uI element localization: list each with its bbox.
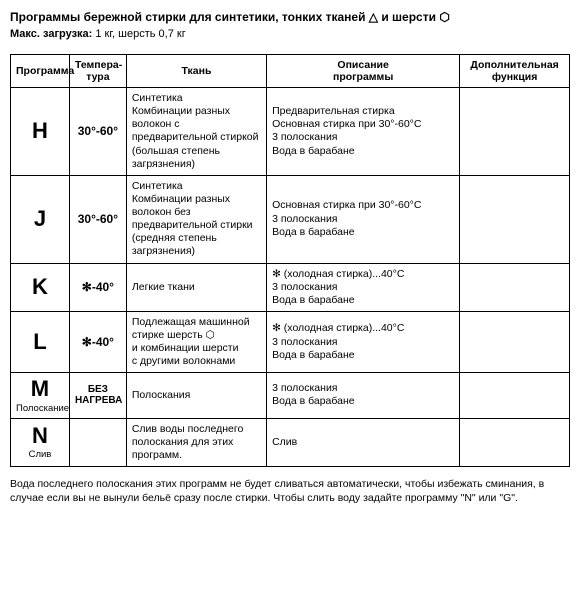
- program-code: N: [32, 423, 48, 448]
- temp-cell: 30°-60°: [69, 175, 126, 263]
- col-program: Программа: [11, 55, 70, 88]
- desc-cell: Слив: [267, 418, 460, 466]
- table-row: J 30°-60°СинтетикаКомбинации разныхволоко…: [11, 175, 570, 263]
- col-extra: Дополнительнаяфункция: [460, 55, 570, 88]
- fabric-cell: Легкие ткани: [126, 263, 266, 311]
- max-load-label: Макс. загрузка:: [10, 28, 92, 40]
- col-temp: Темпера-тура: [69, 55, 126, 88]
- program-sub: Полоскание: [16, 403, 64, 414]
- footnote: Вода последнего полоскания этих программ…: [10, 477, 570, 505]
- desc-cell: Основная стирка при 30°-60°С3 полоскания…: [267, 175, 460, 263]
- table-row: H 30°-60°СинтетикаКомбинации разныхволоко…: [11, 88, 570, 176]
- table-row: L ✻-40°Подлежащая машиннойстирке шерсть ⬡…: [11, 311, 570, 373]
- program-cell: L: [11, 311, 70, 373]
- extra-cell: [460, 88, 570, 176]
- program-cell: NСлив: [11, 418, 70, 466]
- fabric-cell: Слив воды последнегополоскания для этихп…: [126, 418, 266, 466]
- program-cell: M Полоскание: [11, 373, 70, 418]
- desc-cell: 3 полосканияВода в барабане: [267, 373, 460, 418]
- program-cell: J: [11, 175, 70, 263]
- temp-cell: ✻-40°: [69, 263, 126, 311]
- program-code: L: [33, 329, 46, 354]
- program-cell: H: [11, 88, 70, 176]
- header-row: Программа Темпера-тура Ткань Описаниепро…: [11, 55, 570, 88]
- program-sub: Слив: [16, 449, 64, 460]
- temp-cell: ✻-40°: [69, 311, 126, 373]
- program-code: K: [32, 274, 48, 299]
- programs-table: Программа Темпера-тура Ткань Описаниепро…: [10, 54, 570, 467]
- extra-cell: [460, 373, 570, 418]
- extra-cell: [460, 418, 570, 466]
- table-row: K ✻-40°Легкие ткани✻ (холодная стирка)...…: [11, 263, 570, 311]
- temp-cell: БЕЗНАГРЕВА: [69, 373, 126, 418]
- fabric-cell: Подлежащая машиннойстирке шерсть ⬡и комб…: [126, 311, 266, 373]
- program-code: H: [32, 118, 48, 143]
- desc-cell: Предварительная стиркаОсновная стирка пр…: [267, 88, 460, 176]
- page-title: Программы бережной стирки для синтетики,…: [10, 10, 570, 24]
- col-desc: Описаниепрограммы: [267, 55, 460, 88]
- temp-cell: 30°-60°: [69, 88, 126, 176]
- program-cell: K: [11, 263, 70, 311]
- col-fabric: Ткань: [126, 55, 266, 88]
- desc-cell: ✻ (холодная стирка)...40°С3 полосканияВо…: [267, 263, 460, 311]
- extra-cell: [460, 311, 570, 373]
- max-load: Макс. загрузка: 1 кг, шерсть 0,7 кг: [10, 28, 570, 40]
- table-row: NСливСлив воды последнегополоскания для …: [11, 418, 570, 466]
- max-load-value: 1 кг, шерсть 0,7 кг: [92, 28, 185, 40]
- fabric-cell: СинтетикаКомбинации разныхволокон безпре…: [126, 175, 266, 263]
- temp-cell: [69, 418, 126, 466]
- extra-cell: [460, 263, 570, 311]
- fabric-cell: СинтетикаКомбинации разныхволокон спредв…: [126, 88, 266, 176]
- table-row: M Полоскание БЕЗНАГРЕВАПолоскания3 полоска…: [11, 373, 570, 418]
- program-code: M: [31, 376, 49, 401]
- extra-cell: [460, 175, 570, 263]
- desc-cell: ✻ (холодная стирка)...40°С3 полосканияВо…: [267, 311, 460, 373]
- fabric-cell: Полоскания: [126, 373, 266, 418]
- program-code: J: [34, 206, 46, 231]
